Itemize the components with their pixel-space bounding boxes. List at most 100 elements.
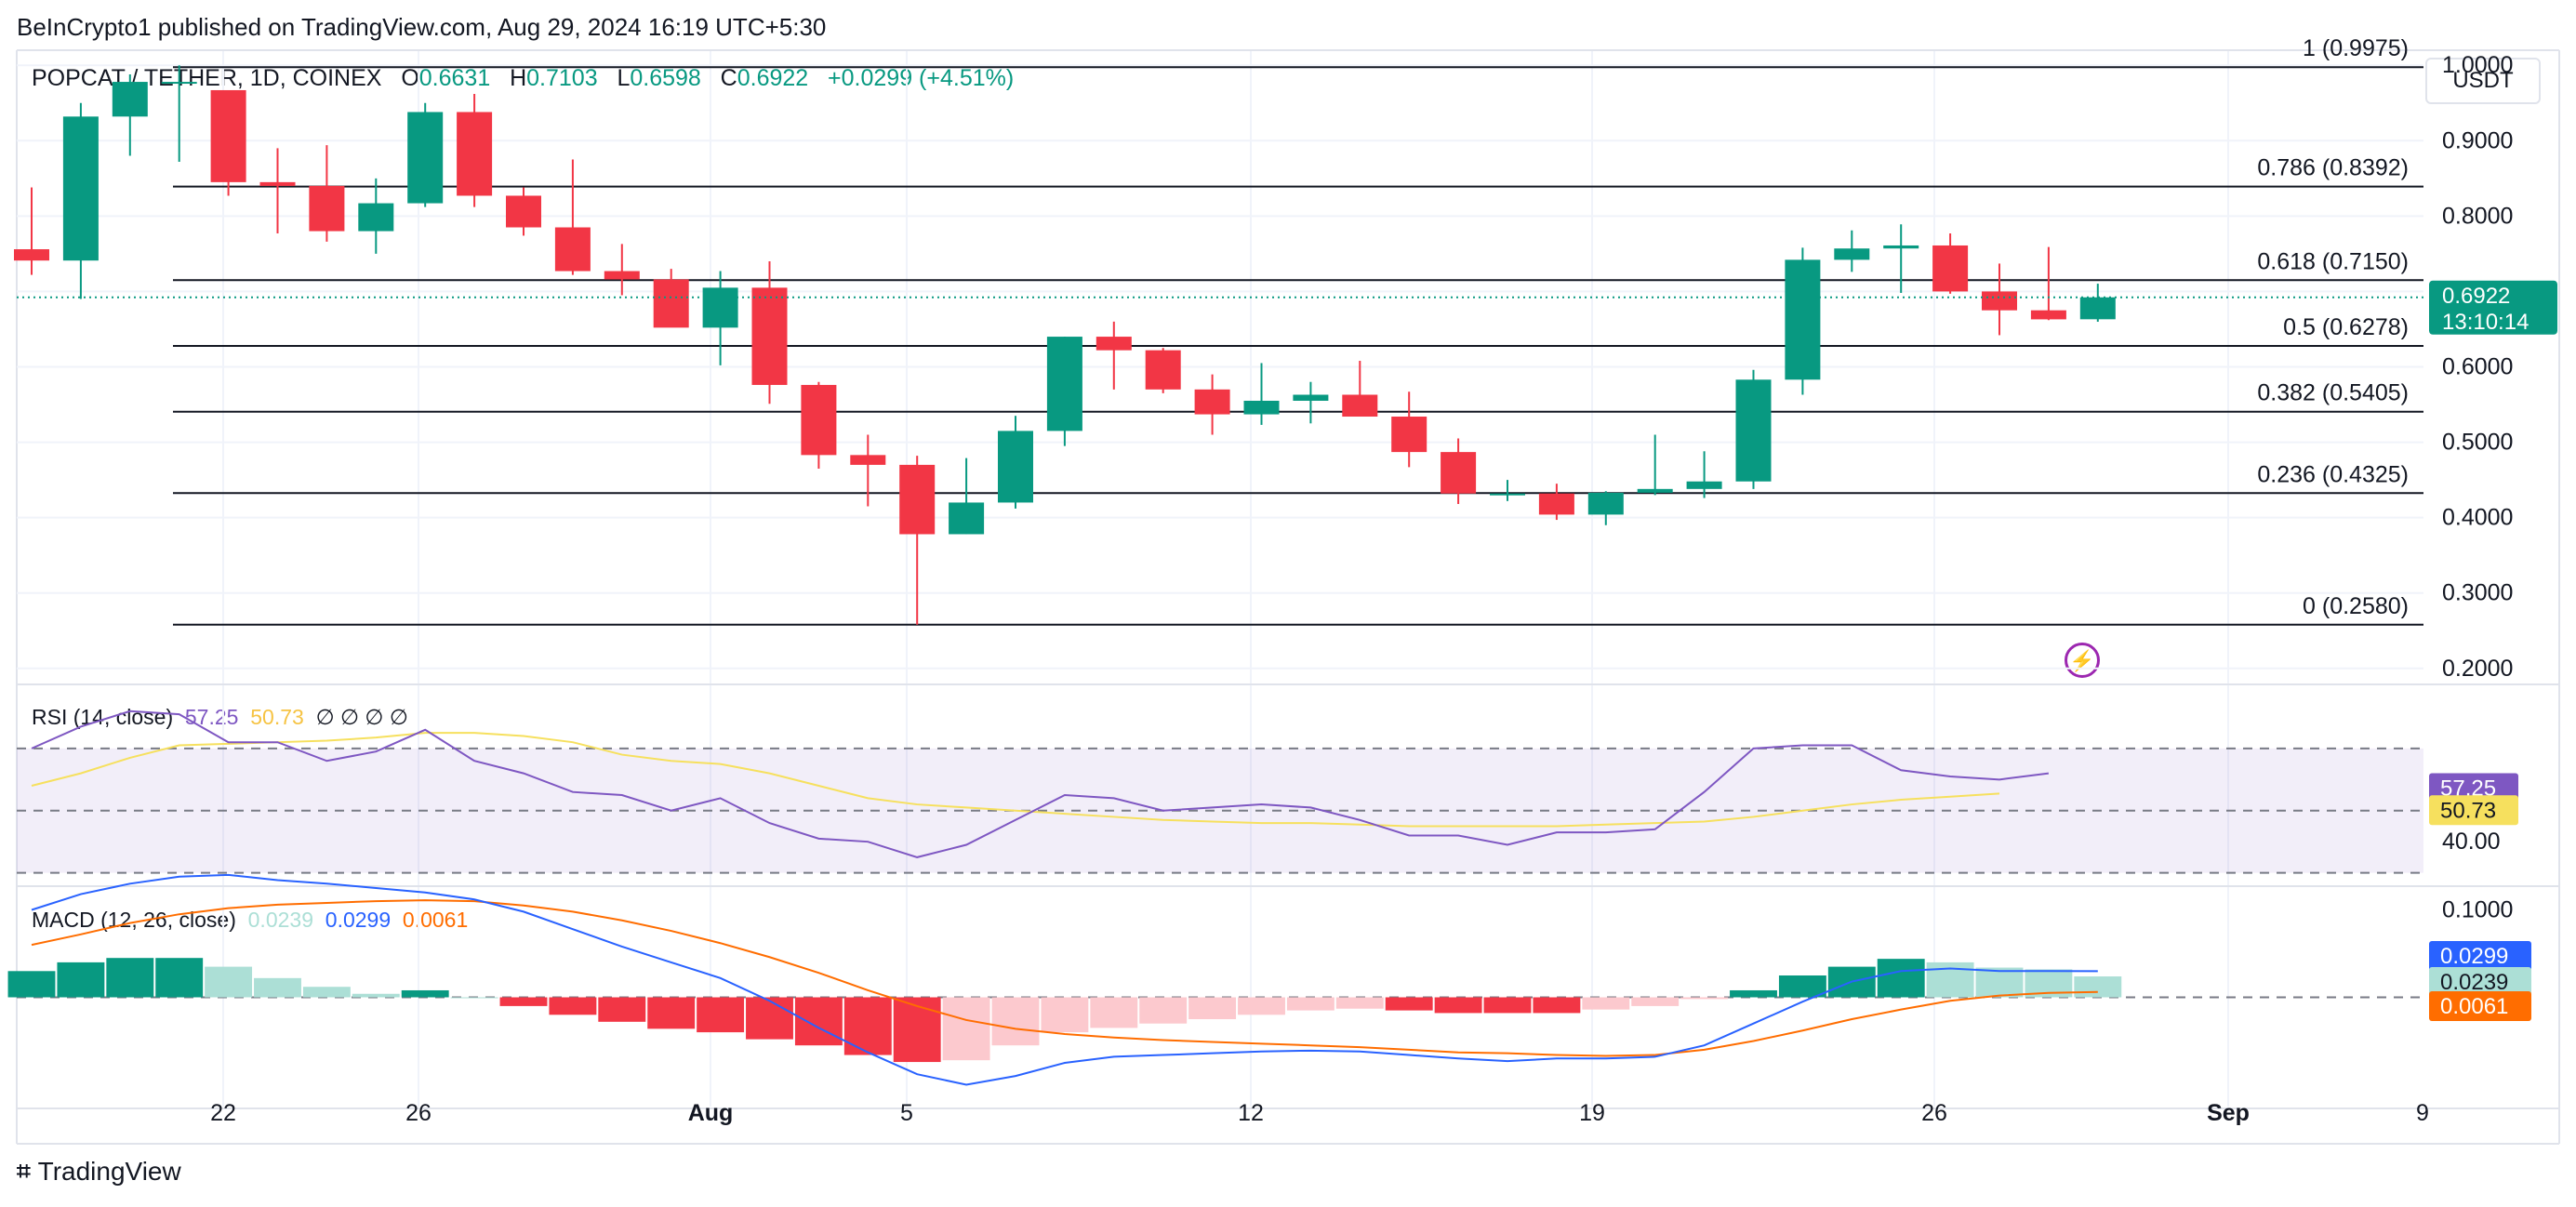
time-tick-label: Aug <box>688 1100 734 1126</box>
candle-body <box>1194 389 1230 415</box>
macd-histogram-bar <box>254 977 301 998</box>
candle-body <box>801 384 837 456</box>
macd-histogram-bar <box>697 997 745 1033</box>
tv-logo-icon: ⌗ <box>17 1157 31 1185</box>
rsi-legend-value: 57.25 <box>184 705 239 729</box>
candle-body <box>1243 400 1280 415</box>
macd-signal-value-badge <box>2429 991 2531 1022</box>
price-tick-label: 0.2000 <box>2442 656 2513 682</box>
symbol-name: POPCAT / TETHER, 1D, COINEX <box>32 65 382 91</box>
rsi-ma-line <box>31 732 2000 828</box>
candle-body <box>2030 310 2066 320</box>
open-value: 0.6631 <box>418 65 491 91</box>
price-tick-label: 1.0000 <box>2442 52 2513 78</box>
candle-body <box>1441 452 1477 494</box>
candle-body <box>1342 394 1378 418</box>
macd-value-label: 0.0299 <box>2440 944 2508 969</box>
time-tick-label: 26 <box>1921 1100 1947 1126</box>
low-label: L <box>617 65 631 91</box>
macd-histogram-bar <box>647 997 696 1029</box>
macd-histogram-bar <box>1090 997 1138 1028</box>
macd-histogram-bar <box>302 987 351 998</box>
candle-body <box>554 227 591 272</box>
candle-body <box>850 455 886 465</box>
candle-body <box>1490 493 1525 496</box>
candle-body <box>506 195 541 228</box>
macd-histogram-bar <box>843 997 892 1055</box>
high-value: 0.7103 <box>526 65 598 91</box>
last-price-badge <box>2429 280 2557 335</box>
macd-histogram-bar <box>794 997 843 1046</box>
candle-body <box>1293 394 1329 401</box>
time-tick-label: 22 <box>210 1100 236 1126</box>
rsi-line <box>31 710 2050 858</box>
time-tick-label: 5 <box>900 1100 913 1126</box>
macd-histogram-bar <box>1533 997 1581 1014</box>
rsi-ma-legend-value: 50.73 <box>250 705 304 729</box>
countdown-label: 13:10:14 <box>2442 310 2529 335</box>
fib-level-label: 0.236 (0.4325) <box>2257 461 2409 487</box>
macd-histogram-bar <box>155 958 204 998</box>
price-tick-label: 0.3000 <box>2442 580 2513 606</box>
close-value: 0.6922 <box>737 65 809 91</box>
low-value: 0.6598 <box>630 65 701 91</box>
macd-histogram-bar <box>942 997 990 1061</box>
candle-body <box>1686 481 1722 489</box>
candle-body <box>1095 337 1132 351</box>
candle-body <box>1883 245 1919 249</box>
rsi-extra-values: ∅ ∅ ∅ ∅ <box>315 705 408 729</box>
macd-histogram-bar <box>1188 997 1237 1019</box>
candle-body <box>1785 259 1821 380</box>
price-tick-label: 0.9000 <box>2442 127 2513 153</box>
macd-histogram-bar <box>106 958 154 998</box>
macd-histogram-bar <box>1778 975 1826 998</box>
candle-body <box>358 203 394 232</box>
macd-histogram-bar <box>1631 997 1680 1006</box>
macd-histogram-bar <box>401 989 449 998</box>
candle-body <box>2079 297 2116 320</box>
candle-body <box>899 464 936 535</box>
candle-body <box>1046 337 1082 431</box>
fib-level-label: 0.382 (0.5405) <box>2257 380 2409 406</box>
close-label: C <box>720 65 737 91</box>
fib-level-label: 0 (0.2580) <box>2303 593 2409 619</box>
candle-body <box>309 185 345 232</box>
candle-body <box>1145 350 1181 390</box>
open-label: O <box>401 65 419 91</box>
macd-histogram-bar <box>1385 997 1433 1011</box>
tradingview-logo[interactable]: ⌗ TradingView <box>17 1157 181 1187</box>
tv-brand-label: TradingView <box>37 1157 181 1186</box>
time-tick-label: 9 <box>2416 1100 2429 1126</box>
macd-signal-value-label: 0.0061 <box>2440 994 2508 1019</box>
macd-histogram-bar <box>1238 997 1285 1015</box>
macd-histogram-bar <box>57 962 105 998</box>
candle-body <box>751 287 788 385</box>
candle-body <box>161 82 197 85</box>
macd-histogram-bar <box>1041 997 1089 1033</box>
rsi-label: RSI (14, close) <box>32 705 174 729</box>
macd-hist-value-label: 0.0239 <box>2440 970 2508 995</box>
macd-histogram-bar <box>1975 967 2024 998</box>
candle-body <box>653 279 689 328</box>
candle-body <box>1735 379 1772 482</box>
candle-body <box>1834 248 1870 260</box>
price-tick-label: 0.5000 <box>2442 430 2513 456</box>
macd-histogram-bar <box>1483 997 1532 1014</box>
macd-histogram-bar <box>549 997 597 1015</box>
fib-level-label: 0.618 (0.7150) <box>2257 248 2409 274</box>
candle-body <box>407 112 444 204</box>
price-tick-label: 0.4000 <box>2442 505 2513 531</box>
macd-line <box>31 873 2098 1086</box>
macd-histogram-bar <box>499 997 548 1006</box>
candle-body <box>1587 492 1624 515</box>
candle-body <box>62 116 99 261</box>
currency-button[interactable]: USDT <box>2425 58 2541 104</box>
macd-histogram-bar <box>1877 959 1925 998</box>
macd-signal-legend-value: 0.0061 <box>402 908 469 932</box>
change-value: +0.0299 (+4.51%) <box>828 65 1015 91</box>
candle-body <box>1637 488 1673 493</box>
macd-tick-label: 0.1000 <box>2442 897 2513 923</box>
rsi-tick-label: 40.00 <box>2442 829 2501 855</box>
rsi-ma-value-label: 50.73 <box>2440 798 2496 823</box>
